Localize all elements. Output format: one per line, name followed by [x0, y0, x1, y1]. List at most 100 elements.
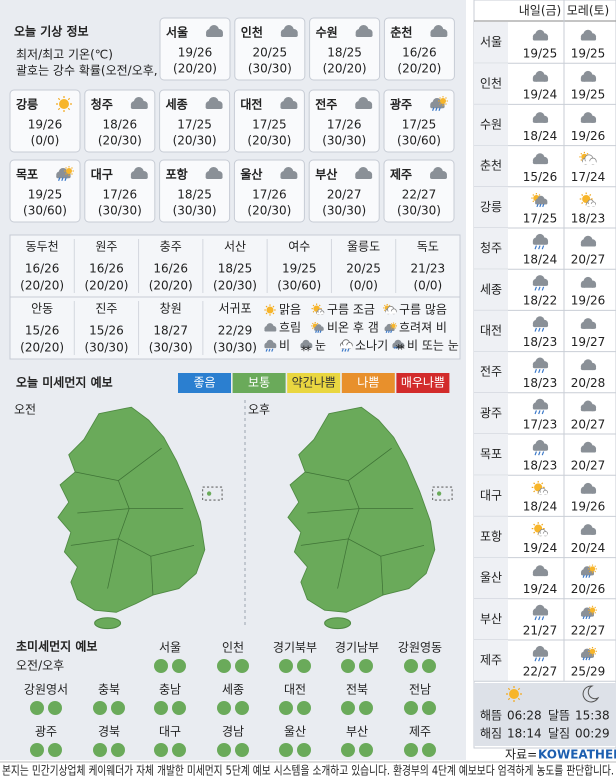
cloud-part — [384, 328, 395, 331]
cloud-part — [532, 36, 549, 41]
dust-dot — [154, 743, 168, 757]
minor-temp: 16/26 — [89, 262, 124, 276]
cloud-part — [580, 36, 597, 41]
cloud-part — [580, 572, 594, 576]
dust-dot — [217, 743, 231, 757]
cloud-part — [316, 312, 324, 315]
city-rain: (20/20) — [173, 62, 217, 76]
city-temp: 22/27 — [402, 188, 437, 202]
minor-temp: 15/26 — [25, 324, 60, 338]
cloud-part — [580, 119, 597, 123]
dust-dot — [341, 743, 355, 757]
city-temp: 17/25 — [252, 118, 287, 132]
rain-drop — [585, 615, 588, 620]
weather-icon — [580, 359, 597, 371]
rain-drop — [588, 574, 591, 578]
icon-legend-label: 흐림 — [279, 321, 301, 335]
rain-drop — [534, 410, 537, 415]
dust-title: 오늘 미세먼지 예보 — [16, 375, 113, 390]
weather-icon — [56, 96, 72, 112]
sun-ray — [272, 312, 275, 315]
rain-drop — [541, 245, 545, 250]
sun — [391, 323, 396, 328]
sun-ray — [594, 565, 596, 568]
footer-note: 본지는 민간기상업체 케이웨더가 자체 개발한 미세먼지 5단계 예보 시스템을… — [2, 764, 614, 778]
dust-dot — [30, 743, 44, 757]
region-border — [380, 556, 384, 596]
weather-icon — [532, 275, 549, 291]
sun-ray — [67, 97, 71, 101]
sun-ray — [541, 482, 544, 485]
rain-drop — [341, 348, 344, 352]
weather-icon — [532, 233, 549, 250]
region-name: 제주 — [409, 725, 431, 739]
forecast-name-cell — [474, 434, 508, 476]
rain-drop — [393, 346, 396, 349]
region-border — [70, 538, 195, 557]
city-temp: 17/25 — [402, 118, 437, 132]
cloud-part — [580, 325, 597, 329]
cloud-part — [205, 105, 223, 109]
weather-icon — [580, 318, 597, 329]
dust-dot — [217, 701, 231, 715]
rain-drop — [58, 177, 61, 182]
rain-drop — [538, 368, 541, 374]
cloud-part — [580, 242, 597, 247]
forecast-temp: 19/24 — [523, 582, 558, 596]
cloud-part — [580, 78, 597, 82]
cloud-part — [300, 345, 313, 349]
weather-icon — [531, 522, 548, 537]
dust-dot — [93, 743, 107, 757]
weather-icon — [532, 112, 549, 123]
dust-dot — [235, 743, 249, 757]
minor-rain: (30/30) — [213, 341, 257, 355]
sun-ray — [532, 200, 535, 203]
forecast-temp: 18/24 — [523, 129, 558, 143]
sun-ray — [589, 570, 591, 573]
sun-ray — [589, 606, 591, 609]
region-name: 인천 — [222, 640, 244, 655]
note: 최저/최고 기온(℃) — [16, 48, 113, 62]
city-rain: (20/20) — [323, 62, 367, 76]
dust-dot — [341, 701, 355, 715]
region-name: 부산 — [346, 725, 368, 739]
forecast-city: 포항 — [480, 530, 502, 544]
forecast-temp: 19/26 — [571, 500, 606, 514]
forecast-city: 부산 — [480, 612, 502, 626]
rain-drop — [534, 286, 537, 291]
dust-dot — [404, 701, 418, 715]
dust-dot — [341, 659, 355, 673]
minor-temp: 16/26 — [25, 262, 60, 276]
weather-icon — [580, 29, 597, 41]
weather-icon — [264, 304, 276, 316]
sun-ray — [533, 490, 536, 493]
weather-icon — [264, 339, 277, 352]
map-label: 오후 — [248, 403, 270, 417]
forecast-temp: 19/27 — [571, 335, 606, 349]
rain-drop — [538, 245, 541, 250]
sun-ray — [589, 653, 591, 655]
astro-label: 해뜸 — [480, 709, 502, 723]
minor-name: 안동 — [31, 302, 53, 316]
dust-level-label: 매우나쁨 — [401, 376, 445, 390]
forecast-temp: 25/29 — [571, 665, 606, 679]
forecast-name-cell — [474, 310, 508, 352]
icon-legend-label: 소나기 — [355, 339, 388, 353]
city-name: 인천 — [241, 25, 263, 40]
dust-dot — [422, 659, 436, 673]
sun-ray — [265, 305, 268, 308]
icon-legend-label: 눈 — [315, 339, 326, 353]
weather-icon — [580, 70, 597, 82]
city-temp: 20/27 — [327, 188, 362, 202]
sun-ray — [312, 327, 314, 330]
region-border — [107, 480, 130, 589]
sun-ray — [384, 309, 386, 312]
cloud-part — [205, 175, 223, 179]
sun-ray — [388, 304, 391, 307]
forecast-city: 인천 — [480, 75, 502, 90]
sun-ray — [445, 103, 447, 105]
weather-icon — [532, 398, 549, 415]
city-temp: 19/25 — [28, 188, 63, 202]
rain-drop — [432, 107, 435, 112]
minor-name: 서산 — [224, 240, 246, 254]
